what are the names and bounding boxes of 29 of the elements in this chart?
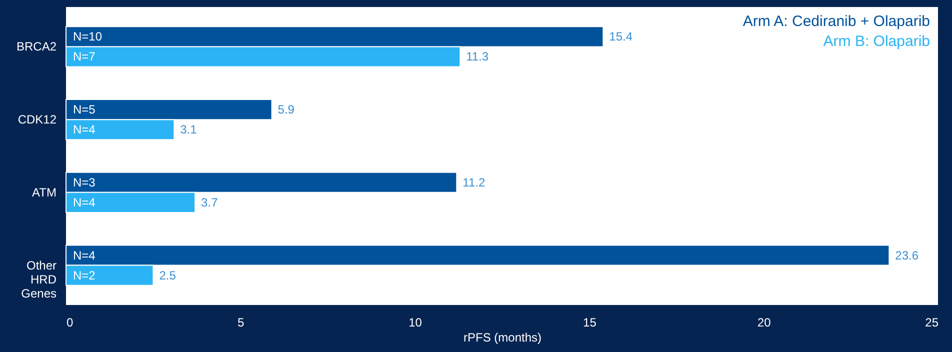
annotation: N=5 <box>73 102 96 117</box>
annotation: N=4 <box>73 122 96 137</box>
y-tick-label: CDK12 <box>18 112 57 127</box>
data-label: 5.9 <box>278 102 295 117</box>
data-label: 15.4 <box>609 30 633 44</box>
data-label: 11.2 <box>462 175 486 190</box>
y-tick-label: Other HRD Genes <box>21 258 57 300</box>
x-axis-title: rPFS (months) <box>463 330 542 344</box>
data-label: 3.7 <box>201 195 218 210</box>
annotation: N=2 <box>73 268 96 282</box>
annotation: N=10 <box>73 30 102 44</box>
x-tick-label: 0 <box>66 316 74 330</box>
data-label: 2.5 <box>159 268 176 282</box>
x-tick-label: 20 <box>757 316 772 330</box>
annotation: N=3 <box>73 175 96 190</box>
text: Arm B: Olaparib <box>823 33 930 50</box>
data-label: 23.6 <box>895 248 919 262</box>
x-tick-label: 15 <box>583 316 597 330</box>
text: Arm A: Cediranib + Olaparib <box>742 13 930 30</box>
x-tick-label: 5 <box>238 316 245 330</box>
annotation: N=4 <box>73 195 96 210</box>
data-label: 3.1 <box>180 122 198 137</box>
y-tick-label: BRCA2 <box>16 40 57 54</box>
x-tick-label: 25 <box>925 316 939 330</box>
x-tick-label: 10 <box>408 316 422 330</box>
annotation: N=7 <box>73 50 96 64</box>
y-tick-label: ATM <box>32 185 56 200</box>
data-label: 11.3 <box>466 50 489 64</box>
annotation: N=4 <box>73 248 96 262</box>
